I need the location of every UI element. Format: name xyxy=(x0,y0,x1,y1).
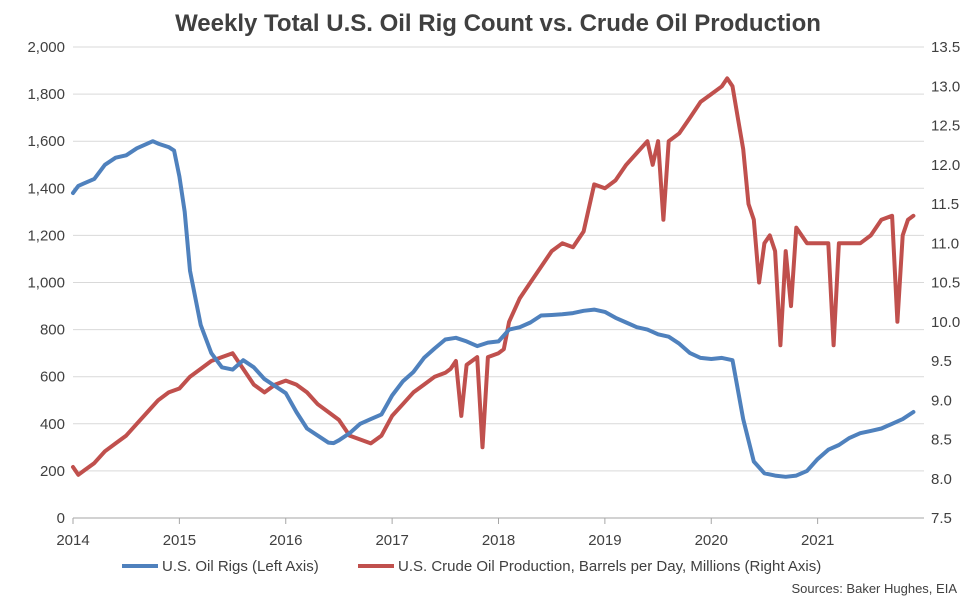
series-layer xyxy=(71,76,916,479)
right-tick-label: 10.0 xyxy=(931,314,960,331)
right-tick-label: 13.5 xyxy=(931,39,960,56)
x-tick-label: 2019 xyxy=(588,532,621,549)
right-tick-label: 11.5 xyxy=(931,196,959,213)
left-tick-label: 800 xyxy=(40,322,65,339)
x-tick-label: 2021 xyxy=(801,532,834,549)
left-tick-label: 600 xyxy=(40,369,65,386)
left-tick-label: 1,400 xyxy=(27,180,65,197)
series-line-rigs xyxy=(71,139,916,479)
right-tick-label: 11.0 xyxy=(931,235,959,252)
right-tick-label: 13.0 xyxy=(931,78,960,95)
left-tick-label: 0 xyxy=(57,510,65,527)
right-tick-label: 7.5 xyxy=(931,510,952,527)
left-tick-label: 2,000 xyxy=(27,39,65,56)
right-tick-label: 12.5 xyxy=(931,118,960,135)
left-tick-label: 1,000 xyxy=(27,275,65,292)
x-tick-label: 2017 xyxy=(375,532,408,549)
right-tick-label: 9.0 xyxy=(931,392,952,409)
x-tick-label: 2016 xyxy=(269,532,302,549)
x-tick-label: 2020 xyxy=(695,532,728,549)
chart-title: Weekly Total U.S. Oil Rig Count vs. Crud… xyxy=(175,10,821,37)
left-tick-label: 400 xyxy=(40,416,65,433)
x-axis: 2014 2015 2016 2017 2018 2019 2020 2021 xyxy=(56,517,924,549)
x-tick-label: 2015 xyxy=(163,532,196,549)
left-tick-label: 200 xyxy=(40,463,65,480)
right-tick-label: 9.5 xyxy=(931,353,952,370)
right-axis: 7.5 8.0 8.5 9.0 9.5 10.0 10.5 11.0 11.5 12.0 12.5 1… xyxy=(931,39,960,527)
left-tick-label: 1,200 xyxy=(27,227,65,244)
right-tick-label: 12.0 xyxy=(931,157,960,174)
legend-label-rigs: U.S. Oil Rigs (Left Axis) xyxy=(162,558,319,575)
right-tick-label: 8.5 xyxy=(931,432,952,449)
left-tick-label: 1,600 xyxy=(27,133,65,150)
legend: U.S. Oil Rigs (Left Axis) U.S. Crude Oil… xyxy=(122,558,821,575)
left-axis: 0 200 400 600 800 1,000 1,200 1,400 1,600 1,800 2,… xyxy=(27,39,65,527)
right-tick-label: 10.5 xyxy=(931,275,960,292)
x-tick-label: 2014 xyxy=(56,532,89,549)
source-note: Sources: Baker Hughes, EIA xyxy=(792,581,958,596)
gridlines xyxy=(73,46,924,472)
series-line-production xyxy=(71,76,916,477)
right-tick-label: 8.0 xyxy=(931,471,952,488)
x-tick-label: 2018 xyxy=(482,532,515,549)
left-tick-label: 1,800 xyxy=(27,86,65,103)
legend-label-production: U.S. Crude Oil Production, Barrels per D… xyxy=(398,558,821,575)
